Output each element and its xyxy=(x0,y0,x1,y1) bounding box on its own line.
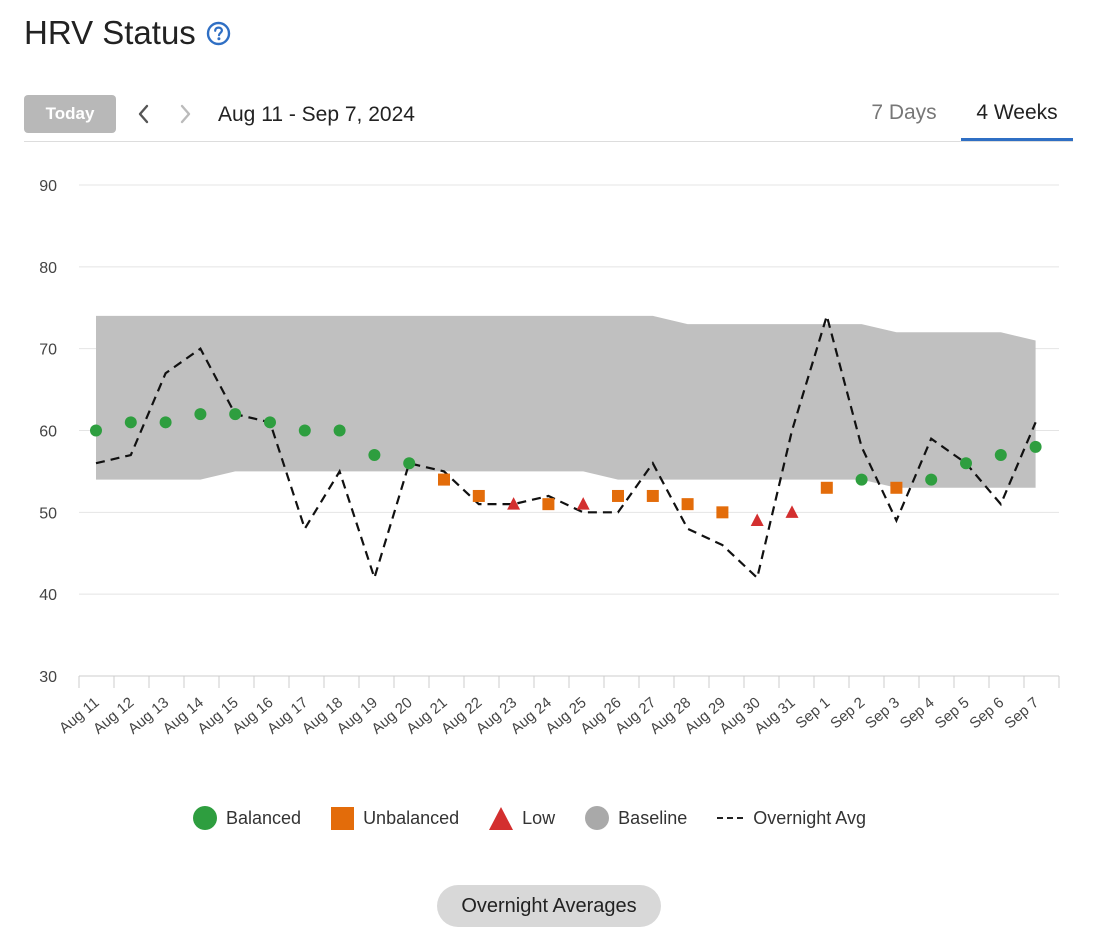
chevron-right-icon xyxy=(180,104,191,124)
y-tick-label: 70 xyxy=(39,342,57,359)
unbalanced-swatch-icon xyxy=(331,806,355,830)
legend-label: Unbalanced xyxy=(363,807,460,828)
balanced-marker xyxy=(403,457,416,470)
legend-label: Low xyxy=(522,807,556,828)
legend-label: Balanced xyxy=(226,807,302,828)
x-tick-label: Sep 1 xyxy=(792,694,833,732)
balanced-marker xyxy=(994,449,1007,462)
date-toolbar: Today Aug 11 - Sep 7, 2024 7 Days 4 Week… xyxy=(24,95,1073,142)
question-circle-icon[interactable] xyxy=(206,21,231,46)
legend-item-balanced[interactable]: Balanced xyxy=(193,806,301,830)
balanced-marker xyxy=(298,424,311,437)
unbalanced-marker xyxy=(890,481,903,494)
tab-4-weeks[interactable]: 4 Weeks xyxy=(961,101,1073,141)
x-tick-label: Sep 6 xyxy=(966,694,1007,732)
balanced-marker xyxy=(855,473,868,486)
unbalanced-marker xyxy=(438,473,450,486)
y-tick-label: 40 xyxy=(39,587,57,604)
legend-label: Overnight Avg xyxy=(753,807,866,828)
unbalanced-marker xyxy=(681,498,694,511)
page-title-text: HRV Status xyxy=(24,14,196,51)
balanced-marker xyxy=(90,424,102,437)
tab-7-days[interactable]: 7 Days xyxy=(871,101,937,124)
low-marker xyxy=(785,505,799,518)
balanced-marker xyxy=(368,449,381,462)
y-tick-label: 80 xyxy=(39,260,57,277)
baseline-swatch-icon xyxy=(585,806,610,830)
date-range-label: Aug 11 - Sep 7, 2024 xyxy=(218,103,415,126)
legend-item-overnight-avg[interactable]: Overnight Avg xyxy=(717,808,866,829)
balanced-marker xyxy=(333,424,346,437)
low-marker xyxy=(507,497,521,510)
x-tick-label: Sep 5 xyxy=(932,694,973,732)
x-tick-label: Sep 3 xyxy=(862,694,903,732)
baseline-band xyxy=(96,315,1036,488)
overnight-avg-line xyxy=(95,311,1037,582)
today-button[interactable]: Today xyxy=(24,95,116,133)
x-tick-label: Sep 4 xyxy=(897,694,938,732)
low-marker xyxy=(750,513,764,527)
dashed-line-swatch-icon xyxy=(717,817,744,819)
unbalanced-marker xyxy=(820,481,833,494)
next-period-button[interactable] xyxy=(171,100,199,128)
legend-item-low[interactable]: Low xyxy=(489,806,556,830)
unbalanced-marker xyxy=(646,489,659,502)
legend-item-baseline[interactable]: Baseline xyxy=(585,806,687,830)
low-marker xyxy=(576,497,590,510)
balanced-marker xyxy=(960,457,972,470)
unbalanced-marker xyxy=(716,506,729,519)
unbalanced-marker xyxy=(612,489,624,502)
y-tick-label: 30 xyxy=(39,669,57,686)
chevron-left-icon xyxy=(138,104,149,124)
overnight-averages-button[interactable]: Overnight Averages xyxy=(437,885,661,927)
y-tick-label: 60 xyxy=(39,424,57,441)
balanced-swatch-icon xyxy=(193,806,217,830)
balanced-marker xyxy=(229,408,242,421)
unbalanced-marker xyxy=(472,489,485,502)
balanced-marker xyxy=(1029,440,1042,453)
balanced-marker xyxy=(925,473,938,486)
low-swatch-icon xyxy=(489,806,514,830)
legend-item-unbalanced[interactable]: Unbalanced xyxy=(331,806,460,830)
previous-period-button[interactable] xyxy=(130,100,158,128)
balanced-marker xyxy=(159,416,172,429)
page-title: HRV Status xyxy=(24,14,231,52)
x-tick-label: Sep 2 xyxy=(827,694,868,732)
chart-legend: Balanced Unbalanced Low Baseline Overnig… xyxy=(193,806,866,830)
x-tick-label: Sep 7 xyxy=(1001,694,1042,732)
balanced-marker xyxy=(124,416,137,429)
y-tick-label: 90 xyxy=(39,178,57,195)
y-tick-label: 50 xyxy=(39,505,57,522)
unbalanced-marker xyxy=(542,498,555,511)
balanced-marker xyxy=(194,408,207,421)
legend-label: Baseline xyxy=(618,807,688,828)
balanced-marker xyxy=(264,416,276,429)
